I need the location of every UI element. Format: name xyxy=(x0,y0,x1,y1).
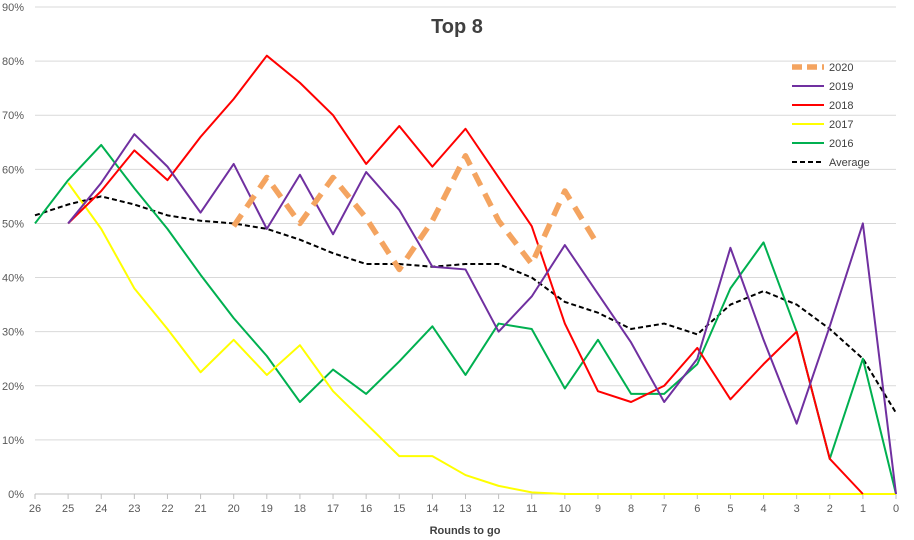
y-tick-label: 0% xyxy=(8,489,24,501)
x-tick-label: 14 xyxy=(426,503,438,515)
x-tick-label: 18 xyxy=(294,503,306,515)
x-tick-label: 12 xyxy=(492,503,504,515)
x-tick-label: 5 xyxy=(727,503,733,515)
x-tick-label: 6 xyxy=(694,503,700,515)
legend-label-2020: 2020 xyxy=(829,62,853,74)
legend-label-2016: 2016 xyxy=(829,138,853,150)
series-line-2017 xyxy=(67,182,896,495)
x-tick-label: 23 xyxy=(128,503,140,515)
series-line-2019 xyxy=(67,133,897,495)
x-tick-label: 25 xyxy=(62,503,74,515)
series-line-2018 xyxy=(67,54,864,495)
x-tick-label: 0 xyxy=(893,503,899,515)
y-tick-label: 70% xyxy=(2,110,24,122)
x-tick-label: 8 xyxy=(628,503,634,515)
x-tick-label: 16 xyxy=(360,503,372,515)
x-tick-label: 3 xyxy=(794,503,800,515)
series-line-2020 xyxy=(231,153,601,273)
x-tick-label: 21 xyxy=(194,503,206,515)
x-tick-label: 20 xyxy=(228,503,240,515)
y-tick-label: 40% xyxy=(2,273,24,285)
x-tick-label: 13 xyxy=(459,503,471,515)
y-tick-label: 60% xyxy=(2,164,24,176)
x-tick-label: 7 xyxy=(661,503,667,515)
y-tick-label: 30% xyxy=(2,327,24,339)
x-axis-title: Rounds to go xyxy=(430,525,501,537)
y-tick-label: 10% xyxy=(2,435,24,447)
x-tick-label: 24 xyxy=(95,503,107,515)
y-tick-label: 20% xyxy=(2,381,24,393)
x-tick-label: 10 xyxy=(559,503,571,515)
legend: 2020 2019 2018 2017 2016 Average xyxy=(792,62,870,169)
x-tick-label: 9 xyxy=(595,503,601,515)
x-tick-label: 1 xyxy=(860,503,866,515)
series-lines xyxy=(34,54,897,495)
gridlines xyxy=(35,6,896,495)
axes: 0%10%20%30%40%50%60%70%80%90%26 25 24 23 22 2… xyxy=(2,2,899,515)
series-line-2016 xyxy=(34,143,897,495)
legend-label-2018: 2018 xyxy=(829,100,853,112)
x-tick-label: 4 xyxy=(760,503,766,515)
chart-title: Top 8 xyxy=(431,16,483,38)
legend-label-2017: 2017 xyxy=(829,119,853,131)
x-tick-label: 2 xyxy=(827,503,833,515)
series-line-average xyxy=(34,195,897,414)
x-tick-label: 17 xyxy=(327,503,339,515)
legend-label-average: Average xyxy=(829,157,870,169)
x-tick-label: 11 xyxy=(526,503,537,515)
x-tick-label: 22 xyxy=(161,503,173,515)
y-tick-label: 80% xyxy=(2,56,24,68)
y-tick-label: 90% xyxy=(2,2,24,14)
x-tick-label: 19 xyxy=(261,503,273,515)
legend-label-2019: 2019 xyxy=(829,81,853,93)
x-tick-label: 26 xyxy=(29,503,41,515)
x-tick-label: 15 xyxy=(393,503,405,515)
y-tick-label: 50% xyxy=(2,218,24,230)
